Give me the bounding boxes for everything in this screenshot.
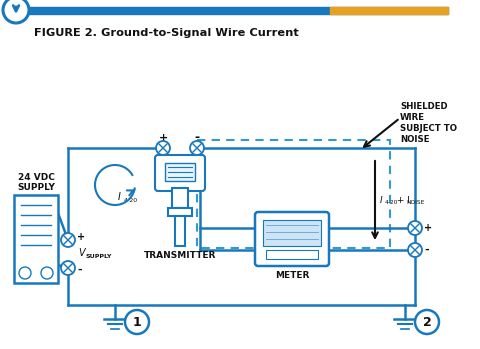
Text: 1: 1 <box>132 317 142 329</box>
Text: FIGURE 2. Ground-to-Signal Wire Current: FIGURE 2. Ground-to-Signal Wire Current <box>34 28 299 38</box>
Circle shape <box>156 141 170 155</box>
Circle shape <box>190 141 204 155</box>
Circle shape <box>408 243 422 257</box>
Text: 2: 2 <box>422 317 432 329</box>
Bar <box>168 208 192 216</box>
Circle shape <box>408 221 422 235</box>
Bar <box>266 250 318 259</box>
Bar <box>197 140 390 248</box>
Text: 24 VDC
SUPPLY: 24 VDC SUPPLY <box>17 173 55 192</box>
Text: 4-20: 4-20 <box>124 198 138 202</box>
Text: -: - <box>194 132 200 144</box>
Circle shape <box>61 261 75 275</box>
Bar <box>172 188 188 208</box>
FancyBboxPatch shape <box>14 195 58 283</box>
Text: I: I <box>380 196 383 205</box>
Bar <box>28 7 448 14</box>
Text: -: - <box>424 245 429 255</box>
Text: 4-20: 4-20 <box>385 200 398 205</box>
Text: + I: + I <box>394 196 410 205</box>
Text: TRANSMITTER: TRANSMITTER <box>144 251 216 260</box>
Text: +: + <box>77 232 85 242</box>
Bar <box>263 220 321 246</box>
Bar <box>175 216 185 246</box>
Text: +: + <box>158 133 168 143</box>
Text: I: I <box>118 192 121 202</box>
Text: V: V <box>78 248 84 258</box>
Bar <box>330 7 448 14</box>
Circle shape <box>125 310 149 334</box>
Text: -: - <box>77 265 82 275</box>
Text: NOISE: NOISE <box>406 200 424 205</box>
FancyBboxPatch shape <box>155 155 205 191</box>
Circle shape <box>415 310 439 334</box>
Text: SHIELDED
WIRE
SUBJECT TO
NOISE: SHIELDED WIRE SUBJECT TO NOISE <box>400 102 457 144</box>
Text: SUPPLY: SUPPLY <box>85 253 111 259</box>
FancyBboxPatch shape <box>255 212 329 266</box>
Circle shape <box>3 0 29 23</box>
Text: +: + <box>424 223 432 233</box>
Bar <box>165 163 195 181</box>
Text: METER: METER <box>275 271 309 280</box>
Circle shape <box>61 233 75 247</box>
